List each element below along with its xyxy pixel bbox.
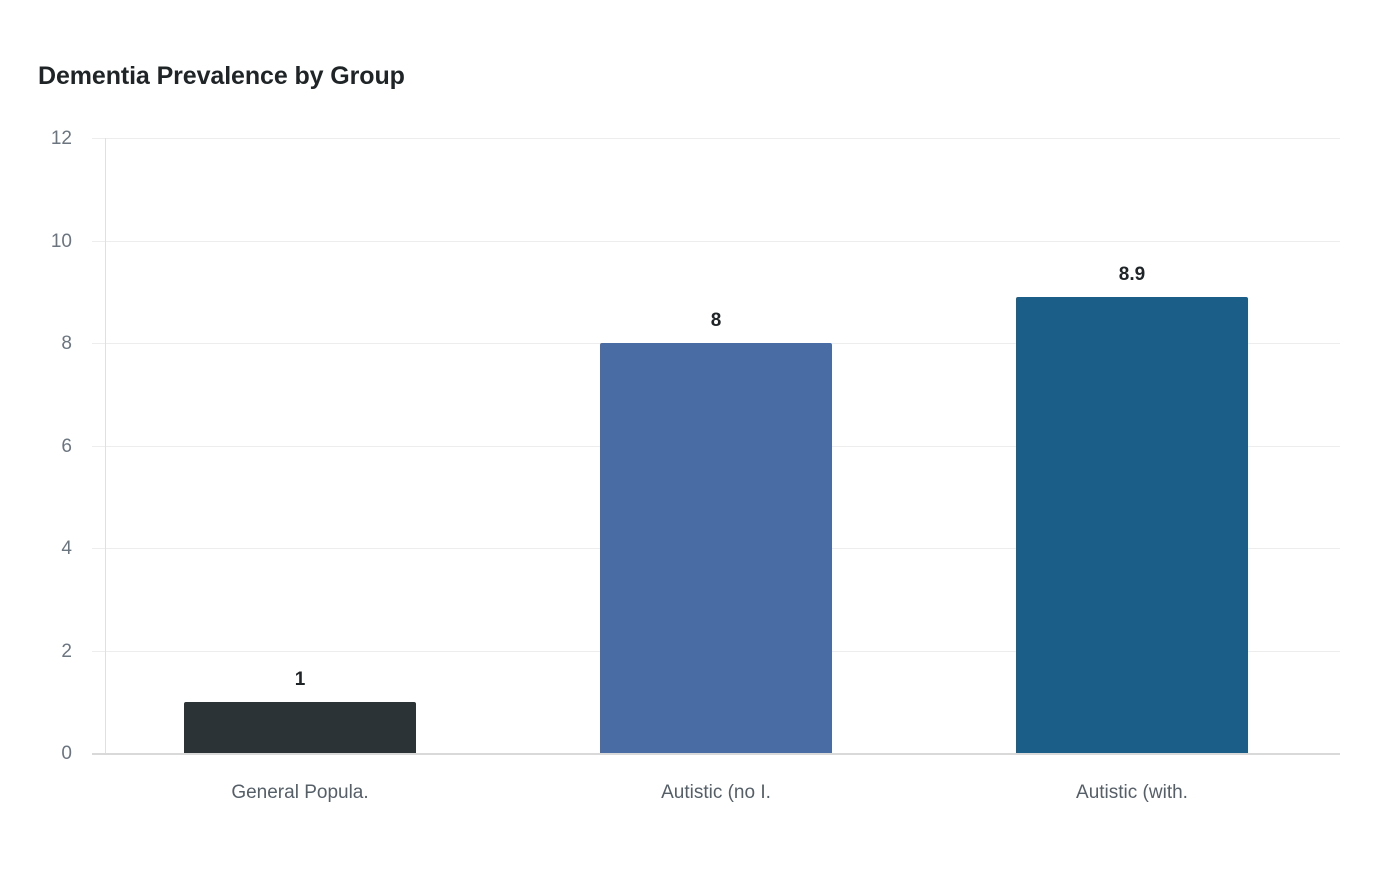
y-tick-label: 8 — [61, 333, 72, 354]
y-tick-label: 4 — [61, 538, 72, 559]
y-axis-tick-labels: 0 2 4 6 8 10 12 — [0, 129, 72, 763]
chart-title: Dementia Prevalence by Group — [38, 62, 405, 90]
y-tick-label: 2 — [61, 640, 72, 662]
plot-area: 1 8 8.9 — [92, 138, 1340, 755]
axis-baseline — [92, 753, 1340, 755]
y-axis-line — [105, 138, 106, 753]
y-tick-label: 10 — [50, 230, 72, 252]
y-tick-label: 6 — [61, 435, 72, 457]
bar-value-label: 8 — [710, 310, 722, 331]
bar-value-label: 8.9 — [1118, 263, 1146, 285]
gridline — [92, 138, 1340, 139]
bar[interactable] — [184, 701, 416, 753]
gridline — [92, 240, 1340, 242]
bar[interactable] — [1016, 296, 1248, 753]
bar[interactable] — [600, 343, 832, 753]
y-tick-label: 12 — [50, 128, 72, 149]
x-axis-category-labels: General Popula. Autistic (no I. Autistic (… — [92, 783, 1340, 813]
y-tick-label: 0 — [61, 743, 72, 764]
x-category-label: General Popula. — [231, 782, 369, 803]
bar-value-label: 1 — [294, 668, 306, 690]
x-category-label: Autistic (with. — [1076, 782, 1188, 803]
x-category-label: Autistic (no I. — [661, 782, 771, 803]
